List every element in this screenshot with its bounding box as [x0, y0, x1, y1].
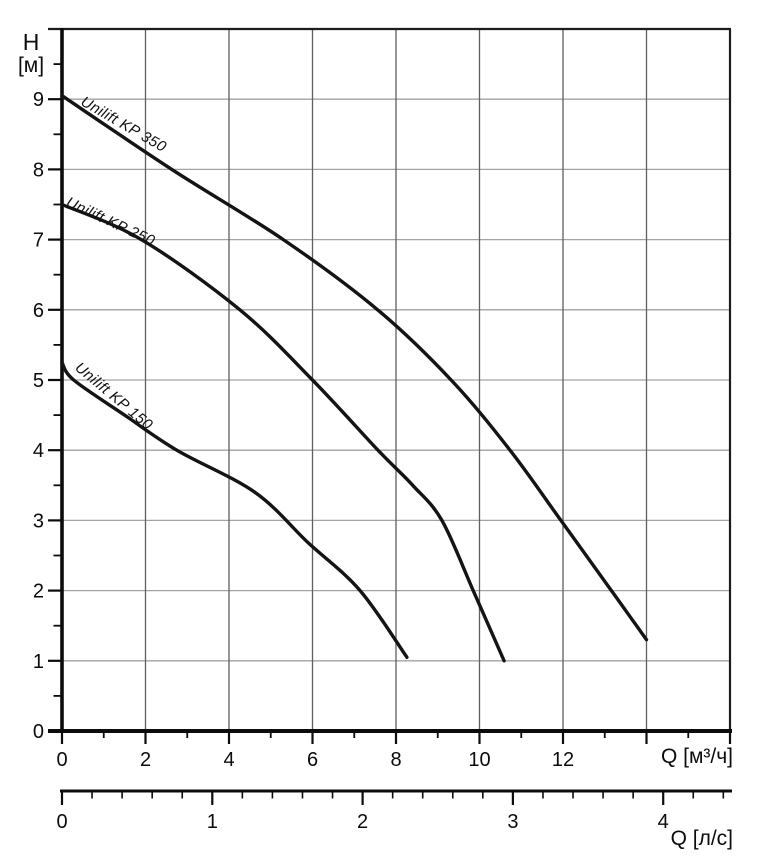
x-tick-label: 4	[223, 749, 234, 771]
y-tick-label: 7	[33, 230, 44, 252]
x-secondary-axis-unit-label: Q [л/с]	[670, 827, 733, 850]
x-tick-label: 6	[307, 749, 318, 771]
y-axis-unit-label: [м]	[17, 54, 45, 77]
x-tick-label: 10	[468, 749, 490, 771]
x-tick-label: 2	[140, 749, 151, 771]
x2-tick-label: 1	[207, 811, 218, 833]
x-tick-label: 8	[390, 749, 401, 771]
y-tick-label: 0	[33, 721, 44, 743]
y-tick-label: 6	[33, 300, 44, 322]
x-axis-unit-label: Q [м³/ч]	[660, 745, 733, 768]
curve-unilift-kp-250	[60, 202, 506, 663]
y-tick-label: 8	[33, 159, 44, 181]
y-tick-label: 1	[33, 651, 44, 673]
y-tick-label: 9	[33, 89, 44, 111]
x-tick-label: 0	[56, 749, 67, 771]
x2-tick-label: 4	[658, 811, 669, 833]
y-tick-label: 3	[33, 510, 44, 532]
curve-unilift-kp-150	[60, 360, 409, 659]
x2-tick-label: 3	[507, 811, 518, 833]
x2-tick-label: 2	[357, 811, 368, 833]
x-tick-label: 12	[552, 749, 574, 771]
y-axis-name: H	[22, 29, 40, 55]
curve-unilift-kp-350	[60, 94, 649, 642]
y-tick-label: 5	[33, 370, 44, 392]
y-tick-label: 2	[33, 581, 44, 603]
x2-tick-label: 0	[56, 811, 67, 833]
y-tick-label: 4	[33, 440, 44, 462]
